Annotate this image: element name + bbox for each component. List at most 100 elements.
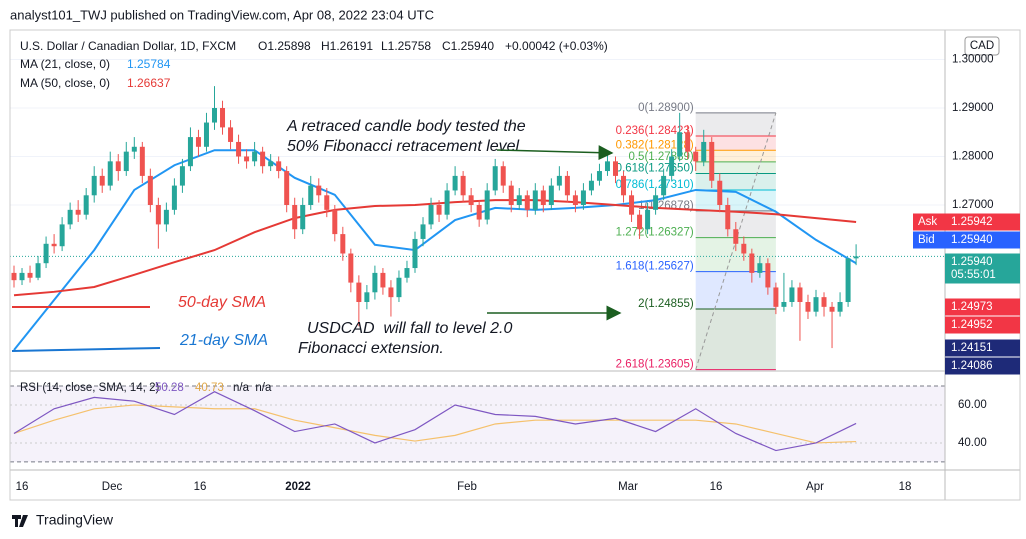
- legend-ma50: MA (50, close, 0): [20, 76, 110, 90]
- candle-body: [508, 185, 514, 205]
- ohlc: O1.25898: [258, 39, 311, 53]
- annotation: 50% Fibonacci retracement level: [287, 138, 520, 155]
- rsi-value: 50.28: [155, 382, 184, 394]
- candle-body: [572, 195, 578, 205]
- candle-body: [821, 297, 827, 307]
- fib-label: 0.618(1.27650): [616, 163, 694, 175]
- ohlc: L1.25758: [381, 39, 431, 53]
- candle-body: [147, 175, 153, 205]
- candle-body: [35, 263, 41, 278]
- candle-body: [228, 127, 234, 142]
- candle-body: [372, 272, 378, 293]
- fib-label: 2.618(1.23605): [616, 359, 694, 371]
- tag-name-box: [913, 231, 945, 249]
- candle-body: [645, 209, 651, 230]
- fib-zone: [695, 271, 776, 310]
- price-tag-label: 1.25940: [951, 256, 993, 268]
- candle-body: [468, 195, 474, 205]
- candle-body: [701, 141, 707, 162]
- fib-label: 0.786(1.27310): [616, 179, 694, 191]
- rsi-band: [10, 386, 945, 462]
- fib-label: 0.236(1.28423): [616, 125, 694, 137]
- price-tag-label: 1.25942: [951, 216, 993, 228]
- candle-body: [492, 166, 498, 191]
- tag-name: Ask: [918, 216, 937, 228]
- candle-body: [195, 137, 201, 147]
- candle-body: [324, 195, 330, 210]
- legend-ma21-value: 1.25784: [127, 57, 171, 71]
- tag-name-box: [913, 213, 945, 231]
- candle-body: [621, 175, 627, 196]
- candle-body: [203, 122, 209, 147]
- candle-body: [661, 175, 667, 196]
- candle-body: [717, 180, 723, 205]
- candle-body: [252, 151, 258, 162]
- candle-body: [524, 195, 530, 210]
- candle-body: [91, 175, 97, 196]
- annotation: 50-day SMA: [178, 294, 266, 311]
- currency: CAD: [970, 40, 994, 52]
- candle-body: [43, 243, 49, 264]
- candle-body: [187, 137, 193, 167]
- candle-body: [837, 302, 843, 312]
- candle-body: [163, 209, 169, 225]
- candle-body: [797, 287, 803, 302]
- candle-body: [805, 302, 811, 312]
- x-label: 18: [899, 481, 912, 493]
- candle-body: [564, 175, 570, 196]
- candle-body: [829, 306, 835, 312]
- candle-body: [596, 171, 602, 181]
- candle-body: [380, 272, 386, 288]
- candle-body: [332, 209, 338, 235]
- candle-body: [685, 132, 691, 152]
- rsi-na: n/a n/a: [233, 382, 272, 394]
- candle-body: [67, 209, 73, 225]
- candle-body: [396, 277, 402, 298]
- candle-body: [179, 166, 185, 186]
- fib-zone: [695, 173, 776, 190]
- candle-body: [548, 185, 554, 205]
- candle-body: [348, 253, 354, 283]
- price-tag: [945, 339, 1020, 357]
- candle-body: [27, 272, 33, 278]
- price-tag: [945, 316, 1020, 334]
- candle-body: [404, 268, 410, 278]
- price-tag-label: 1.25940: [951, 234, 993, 246]
- price-tag-label: 1.24086: [951, 360, 993, 372]
- candle-body: [19, 272, 25, 281]
- candle-body: [171, 185, 177, 210]
- fib-zone: [695, 112, 776, 136]
- candle-body: [131, 146, 137, 152]
- candle-body: [115, 161, 121, 172]
- price-tag: [945, 253, 1020, 284]
- candle-body: [813, 297, 819, 312]
- candle-body: [749, 253, 755, 273]
- candle-body: [733, 229, 739, 244]
- price-tag: [945, 357, 1020, 375]
- annotation: A retraced candle body tested the: [286, 118, 526, 135]
- candle-body: [709, 141, 715, 181]
- candle-body: [853, 256, 859, 259]
- candle-body: [428, 204, 434, 225]
- y-tick-label: 1.27000: [952, 199, 994, 211]
- candle-body: [484, 190, 490, 220]
- x-label: Mar: [618, 481, 638, 493]
- candle-body: [420, 224, 426, 239]
- price-tag: [945, 213, 1020, 231]
- ohlc: C1.25940: [442, 39, 494, 53]
- annotation: 21-day SMA: [179, 332, 268, 349]
- candle-body: [300, 204, 306, 230]
- rsi-line: [13, 391, 857, 452]
- rsi-tick-label: 40.00: [958, 437, 987, 449]
- y-tick-label: 1.29000: [952, 102, 994, 114]
- candle-body: [268, 161, 274, 167]
- candle-body: [629, 195, 635, 215]
- candle-body: [604, 161, 610, 172]
- candle-body: [516, 195, 522, 205]
- candle-body: [693, 151, 699, 162]
- candle-body: [669, 156, 675, 176]
- rsi-tick-label: 60.00: [958, 399, 987, 411]
- candle-body: [59, 224, 65, 247]
- candle-body: [588, 180, 594, 191]
